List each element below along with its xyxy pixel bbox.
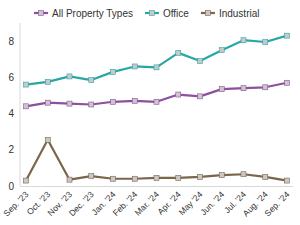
legend-marker	[39, 11, 44, 16]
chart-container: 02468Sep. '23Oct. '23Nov. '23Dec. '23Jan…	[0, 0, 300, 225]
x-tick-label: Sep. '23	[1, 189, 30, 218]
data-point	[198, 174, 203, 179]
data-point	[219, 173, 224, 178]
legend-marker	[149, 11, 154, 16]
data-point	[154, 175, 159, 180]
data-point	[285, 33, 290, 38]
data-point	[45, 137, 50, 142]
data-point	[111, 176, 116, 181]
data-point	[132, 176, 137, 181]
data-point	[132, 64, 137, 69]
data-point	[263, 85, 268, 90]
data-point	[132, 98, 137, 103]
y-tick-label: 2	[8, 144, 14, 155]
data-point	[241, 172, 246, 177]
data-point	[89, 78, 94, 83]
x-tick-label: Sep. '24	[262, 189, 291, 218]
y-tick-label: 8	[8, 36, 14, 47]
data-point	[111, 99, 116, 104]
data-point	[111, 69, 116, 74]
data-point	[45, 100, 50, 105]
data-point	[24, 82, 29, 87]
legend-label: Office	[163, 8, 189, 19]
data-point	[24, 104, 29, 109]
legend-marker	[205, 11, 210, 16]
legend-label: Industrial	[219, 8, 260, 19]
data-point	[263, 174, 268, 179]
series-line	[26, 83, 287, 107]
data-point	[67, 101, 72, 106]
series-line	[26, 36, 287, 85]
data-point	[176, 92, 181, 97]
data-point	[198, 59, 203, 64]
data-point	[24, 178, 29, 183]
data-point	[285, 178, 290, 183]
x-tick-label: Dec. '23	[67, 189, 96, 218]
data-point	[45, 79, 50, 84]
series-line	[26, 140, 287, 181]
y-tick-label: 4	[8, 108, 14, 119]
data-point	[67, 74, 72, 79]
x-tick-label: Jun. '24	[198, 189, 226, 217]
data-point	[263, 40, 268, 45]
data-point	[154, 65, 159, 70]
data-point	[176, 50, 181, 55]
x-tick-label: Mar. '24	[133, 189, 161, 217]
data-point	[241, 86, 246, 91]
data-point	[219, 87, 224, 92]
data-point	[198, 94, 203, 99]
data-point	[285, 80, 290, 85]
x-axis-line	[20, 186, 293, 187]
data-point	[241, 38, 246, 43]
plot-area	[24, 33, 290, 183]
data-point	[67, 177, 72, 182]
data-point	[219, 48, 224, 53]
data-point	[176, 175, 181, 180]
legend-label: All Property Types	[52, 8, 133, 19]
y-axis-line	[20, 23, 21, 186]
data-point	[89, 174, 94, 179]
y-tick-label: 0	[8, 181, 14, 192]
y-tick-label: 6	[8, 72, 14, 83]
data-point	[89, 102, 94, 107]
legend: All Property Types Office Industrial	[34, 8, 259, 19]
data-point	[154, 99, 159, 104]
chart-svg: 02468Sep. '23Oct. '23Nov. '23Dec. '23Jan…	[0, 0, 300, 225]
